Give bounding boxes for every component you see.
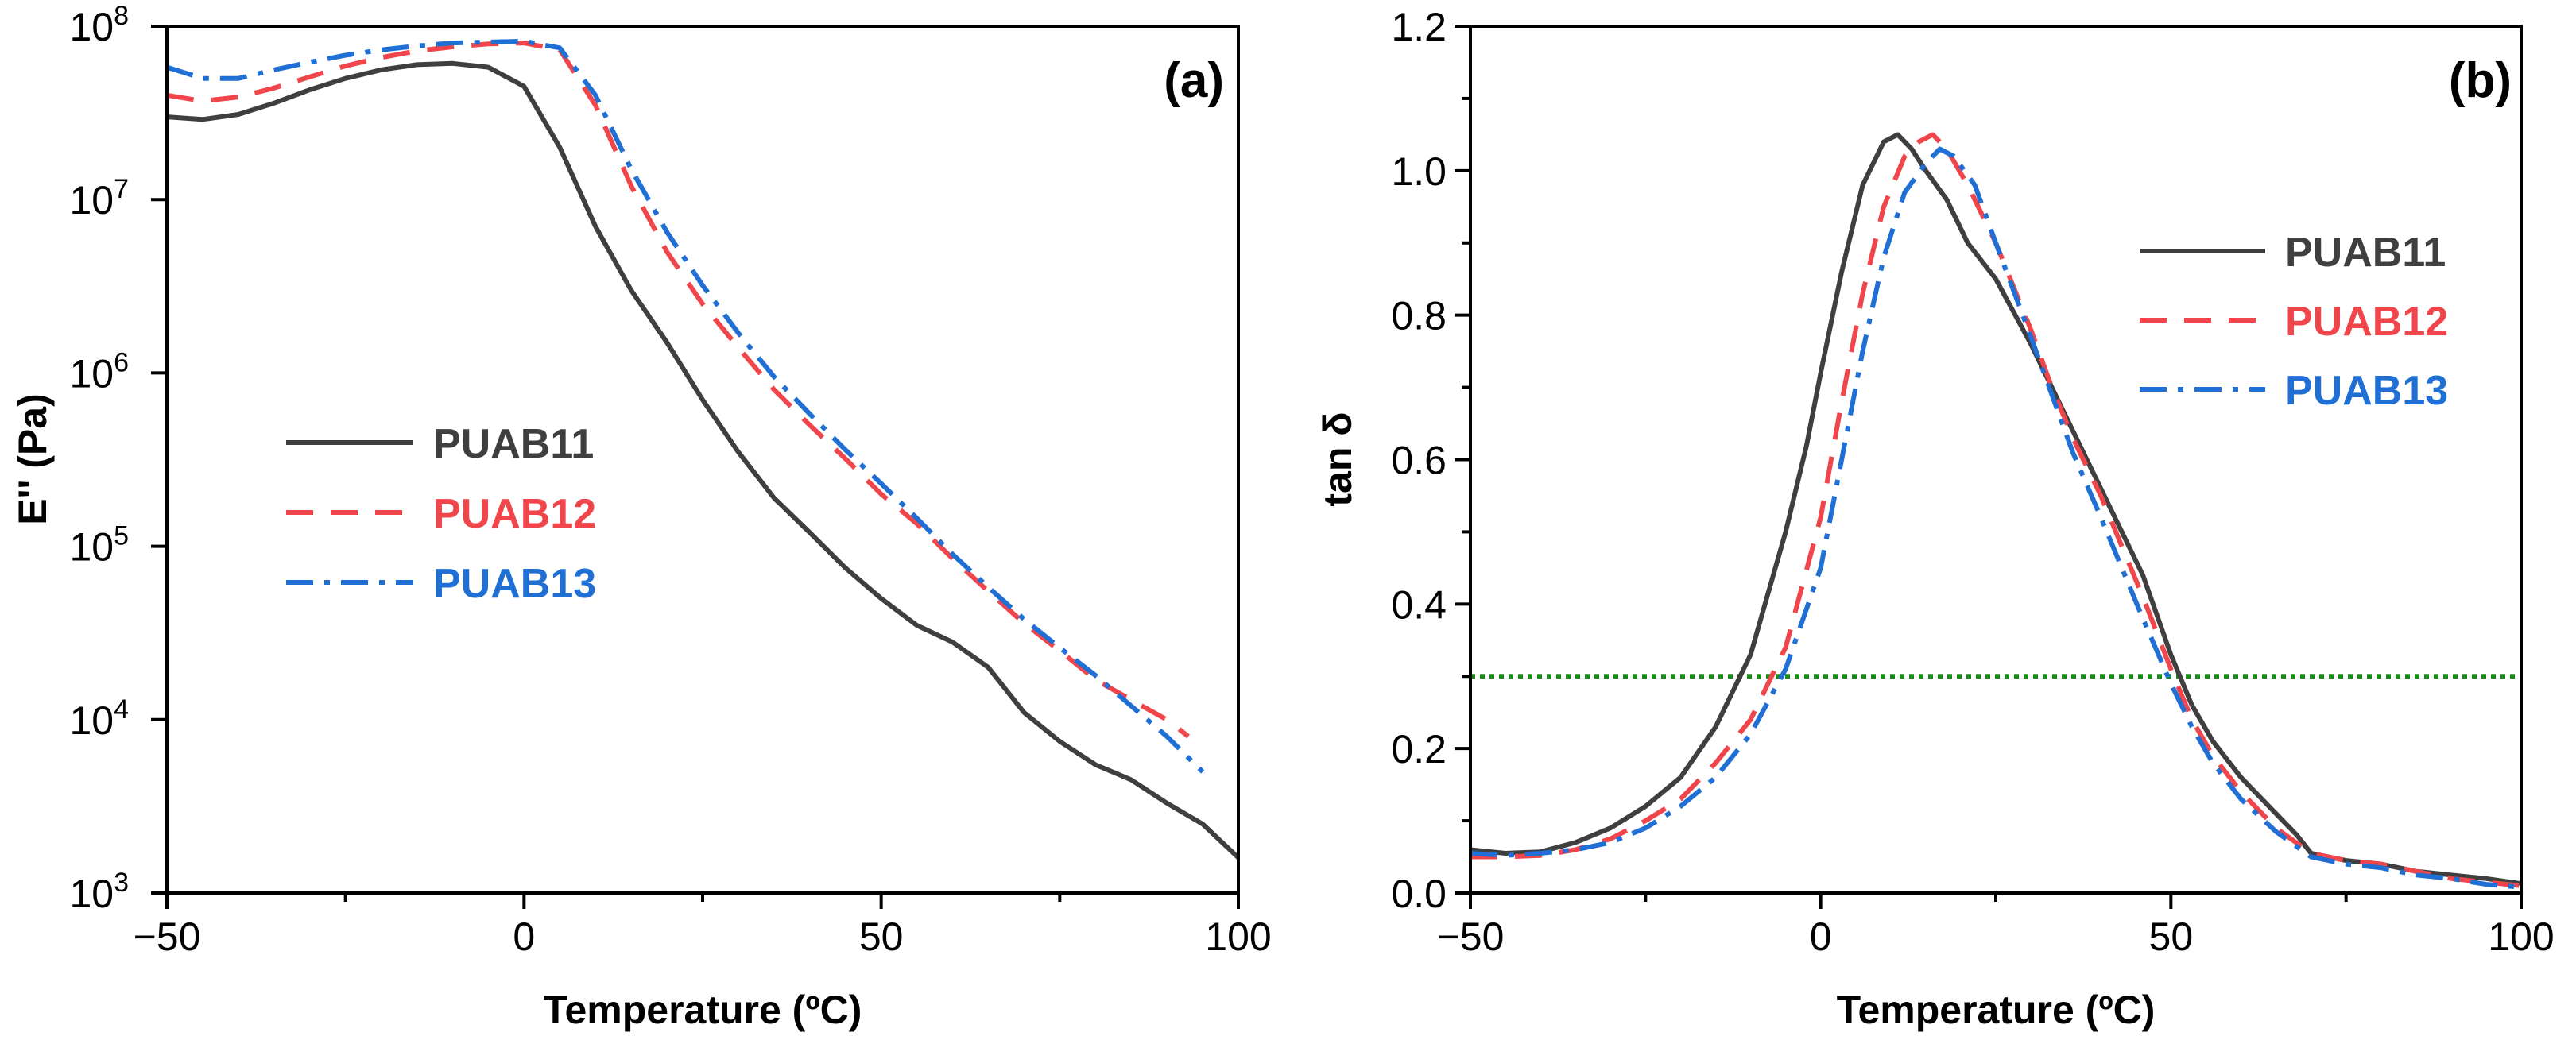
y-tick-label: 0.8	[1391, 294, 1447, 338]
panel-a-series-group	[166, 38, 1241, 860]
y-tick-label: 1.0	[1391, 149, 1447, 194]
y-tick-label: 107	[69, 174, 129, 222]
x-tick-label: 100	[1205, 914, 1271, 959]
y-tick-label: 105	[69, 521, 129, 570]
series-line-puab11	[1470, 132, 2522, 887]
series-line-puab12	[166, 41, 1190, 739]
y-tick-label: 0.6	[1391, 439, 1447, 483]
x-tick-label: 50	[859, 914, 904, 959]
y-tick-label: 108	[69, 1, 129, 49]
legend-label-puab11: PUAB11	[433, 421, 594, 467]
panel-a-label: (a)	[1164, 53, 1224, 108]
legend-label-puab13: PUAB13	[2285, 368, 2448, 414]
panel-a-x-axis-ticks: −50 0 50 100	[134, 893, 1272, 959]
panel-a-storage-loss-modulus: −50 0 50 100 103 104 105 106 107 108 (a) Tempera…	[10, 1, 1272, 1032]
series-line-puab13	[1470, 146, 2522, 890]
panel-b-series-group	[1470, 132, 2522, 890]
panel-b-x-axis-title: Temperature (ºC)	[1837, 988, 2156, 1032]
panel-b-y-axis-ticks: 0.0 0.2 0.4 0.6 0.8 1.0 1.2	[1391, 5, 1470, 916]
series-line-puab11	[166, 60, 1241, 860]
y-tick-label: 106	[69, 347, 129, 396]
legend-label-puab11: PUAB11	[2285, 230, 2446, 276]
x-tick-label: −50	[134, 914, 201, 959]
panel-a-x-axis-title: Temperature (ºC)	[544, 988, 862, 1032]
legend-label-puab12: PUAB12	[433, 491, 596, 537]
panel-a-y-axis-ticks: 103 104 105 106 107 108	[69, 1, 167, 916]
panel-a-y-axis-title: E'' (Pa)	[10, 393, 55, 524]
panel-b-y-axis-title: tan δ	[1315, 412, 1360, 506]
y-tick-label: 0.0	[1391, 872, 1447, 916]
x-tick-label: −50	[1437, 914, 1505, 959]
panel-b-x-axis-ticks: −50 0 50 100	[1437, 893, 2555, 959]
panel-b-frame	[1469, 25, 2523, 895]
y-tick-label: 0.2	[1391, 727, 1447, 771]
panel-b-legend: PUAB11 PUAB12 PUAB13	[2140, 230, 2448, 414]
y-tick-label: 104	[69, 694, 129, 743]
panel-a-frame	[165, 25, 1240, 895]
x-tick-label: 50	[2149, 914, 2194, 959]
y-tick-label: 0.4	[1391, 582, 1447, 627]
legend-label-puab12: PUAB12	[2285, 299, 2448, 345]
y-tick-label: 1.2	[1391, 5, 1447, 49]
panel-b-tan-delta: −50 0 50 100 0.0 0.2 0.4 0.6 0.8 1.0 1.2 (b) Temp…	[1315, 5, 2555, 1032]
series-line-puab12	[1470, 132, 2522, 888]
x-tick-label: 0	[513, 914, 535, 959]
y-tick-label: 103	[69, 868, 129, 916]
legend-label-puab13: PUAB13	[433, 561, 596, 607]
panel-b-label: (b)	[2449, 53, 2512, 108]
x-tick-label: 100	[2488, 914, 2554, 959]
series-line-puab13	[166, 38, 1205, 774]
panel-a-legend: PUAB11 PUAB12 PUAB13	[286, 421, 596, 607]
x-tick-label: 0	[1810, 914, 1832, 959]
